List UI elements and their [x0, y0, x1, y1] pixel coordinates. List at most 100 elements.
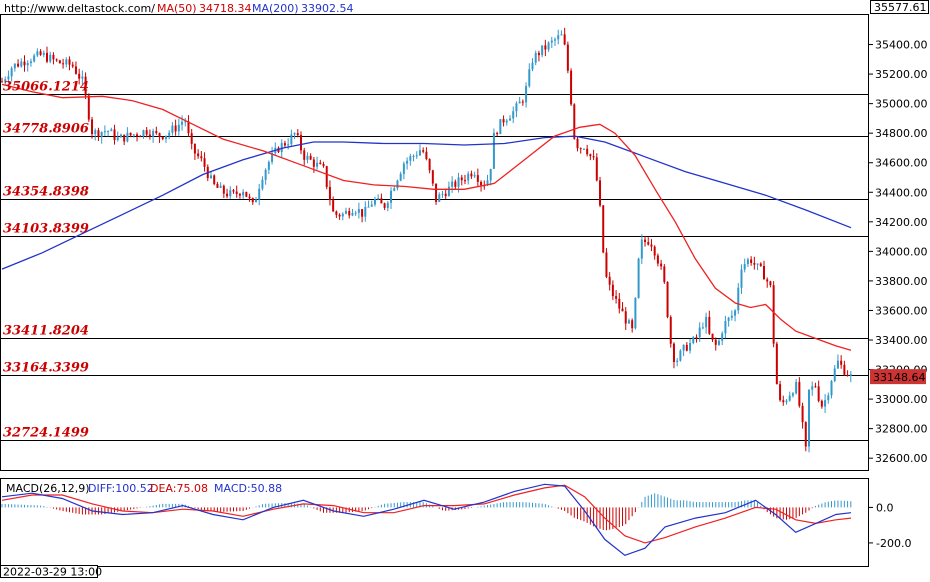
top-price-box — [870, 0, 929, 14]
candle-body — [473, 175, 476, 177]
candle-body — [518, 101, 521, 104]
candle-body — [746, 259, 749, 265]
candle-body — [164, 135, 167, 139]
candle-body — [55, 59, 58, 61]
candle-body — [319, 162, 322, 164]
candle-body — [119, 134, 122, 138]
candle-body — [476, 175, 479, 182]
candle-body — [322, 163, 325, 167]
candle-body — [209, 175, 212, 178]
candle-body — [62, 63, 65, 65]
candle-body — [309, 155, 312, 160]
candle-body — [676, 360, 679, 362]
candle-body — [525, 86, 528, 103]
candle-body — [441, 193, 444, 195]
candle-body — [486, 180, 489, 186]
candle-body — [238, 193, 241, 196]
candle-body — [586, 148, 589, 155]
candle-body — [634, 297, 637, 329]
level-label: 35066.1214 — [3, 80, 89, 95]
price-axis-label: 34800.00 — [875, 127, 928, 140]
candle-body — [576, 138, 579, 149]
candle-body — [820, 400, 823, 407]
candle-body — [42, 52, 45, 55]
candle-body — [107, 131, 110, 133]
candle-body — [515, 103, 518, 112]
candle-body — [447, 186, 450, 197]
candle-body — [46, 52, 49, 62]
price-axis[interactable]: 35400.00 35200.00 35000.00 34800.00 34600.00… — [868, 39, 928, 466]
candle-body — [534, 52, 537, 63]
candle-body — [97, 130, 100, 138]
candle-body — [444, 193, 447, 197]
candle-body — [521, 101, 524, 103]
candle-body — [679, 350, 682, 361]
candle-body — [161, 137, 164, 139]
candle-body — [261, 179, 264, 189]
candle-body — [351, 213, 354, 216]
candle-body — [91, 119, 94, 135]
candle-body — [177, 124, 180, 132]
candle-body — [264, 169, 267, 180]
candle-body — [808, 389, 811, 447]
candle-body — [547, 42, 550, 50]
candle-body — [316, 162, 319, 167]
price-axis-label: 34200.00 — [875, 216, 928, 229]
candlesticks — [1, 27, 852, 453]
candle-body — [81, 76, 84, 79]
candle-body — [158, 133, 161, 138]
price-axis-label: 33400.00 — [875, 334, 928, 347]
macd-pane[interactable] — [0, 478, 869, 567]
candle-body — [341, 213, 344, 217]
candle-body — [396, 180, 399, 189]
candle-body — [367, 206, 370, 208]
candle-body — [383, 203, 386, 208]
candle-body — [724, 320, 727, 334]
candle-body — [232, 190, 235, 192]
candle-body — [656, 255, 659, 264]
candle-body — [833, 368, 836, 381]
candle-body — [36, 51, 39, 56]
candle-body — [550, 40, 553, 43]
candle-body — [418, 150, 421, 156]
candle-body — [496, 132, 499, 135]
candle-body — [660, 263, 663, 267]
candle-body — [653, 246, 656, 256]
candle-body — [512, 111, 515, 119]
candle-body — [370, 204, 373, 207]
candle-body — [631, 320, 634, 329]
candle-body — [271, 153, 274, 162]
candle-body — [801, 405, 804, 423]
candle-body — [570, 70, 573, 105]
candle-body — [190, 133, 193, 144]
macd-axis-label: 0.0 — [876, 501, 894, 514]
candle-body — [840, 360, 843, 365]
candle-body — [750, 259, 753, 264]
candle-body — [113, 129, 116, 141]
candle-body — [537, 52, 540, 56]
candle-body — [373, 199, 376, 205]
candle-body — [229, 190, 232, 197]
candle-body — [627, 320, 630, 324]
candle-body — [84, 76, 87, 96]
candle-body — [480, 181, 483, 186]
candle-body — [390, 190, 393, 203]
candle-body — [103, 131, 106, 133]
candle-body — [714, 339, 717, 345]
candle-body — [573, 104, 576, 139]
candle-body — [7, 76, 10, 80]
candle-body — [258, 188, 261, 200]
candle-body — [762, 266, 765, 280]
candle-body — [608, 276, 611, 285]
price-axis-label: 33800.00 — [875, 275, 928, 288]
price-pane[interactable] — [0, 14, 869, 471]
candle-body — [4, 79, 7, 82]
candle-body — [640, 239, 643, 259]
candle-body — [303, 150, 306, 160]
candle-body — [52, 54, 55, 60]
candle-body — [454, 181, 457, 187]
candle-body — [377, 198, 380, 200]
candle-body — [705, 316, 708, 328]
candle-body — [817, 386, 820, 401]
